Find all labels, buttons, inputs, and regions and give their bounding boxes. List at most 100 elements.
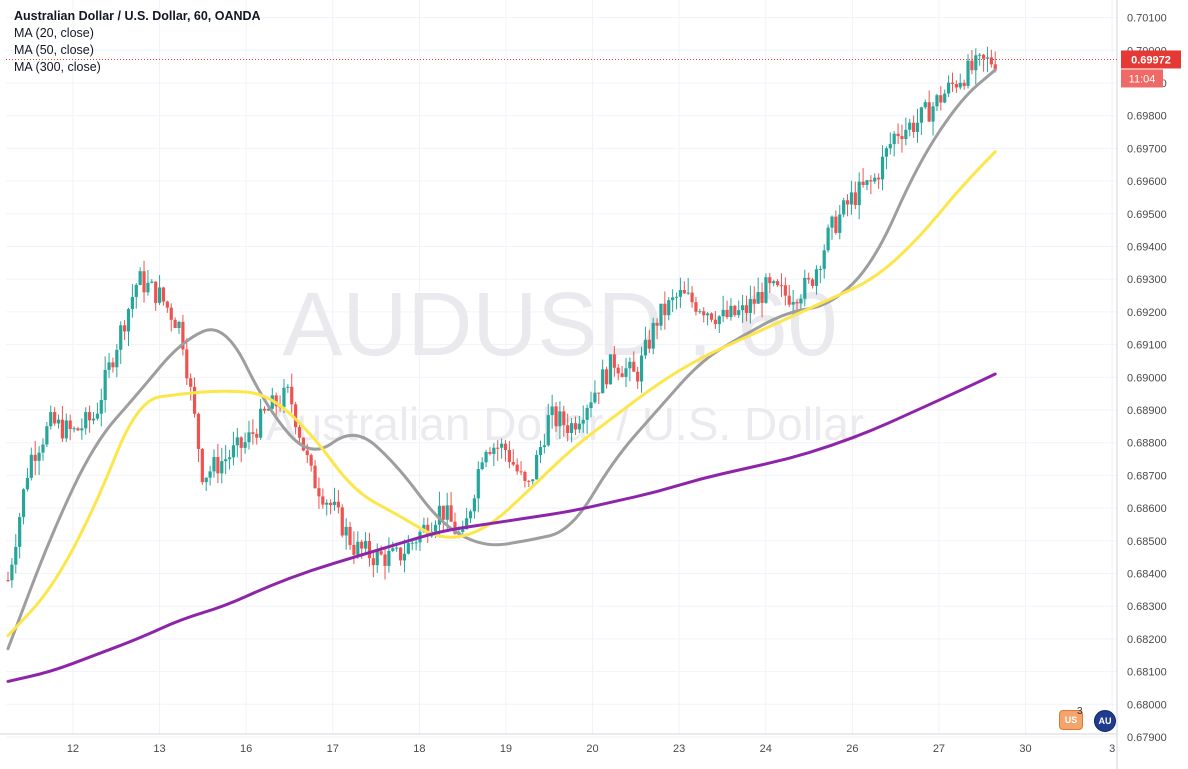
candle-body: [379, 551, 383, 555]
y-tick-label: 0.69400: [1127, 242, 1167, 254]
candle-body: [84, 412, 88, 429]
chart-watermark: AUDUSD , 60 Australian Dollar / U.S. Dol…: [266, 275, 864, 450]
candle-body: [286, 386, 290, 388]
candle-body: [978, 54, 982, 56]
candle-body: [845, 200, 850, 205]
x-tick-label: 19: [500, 743, 512, 755]
candle-body: [725, 309, 729, 318]
candle-body: [647, 339, 651, 349]
candle-body: [721, 309, 725, 317]
legend-ma50[interactable]: MA (50, close): [14, 43, 94, 57]
candle-body: [612, 354, 616, 368]
candle-body: [814, 269, 819, 286]
candle-body: [974, 55, 978, 71]
candle-body: [200, 448, 204, 483]
candle-body: [251, 432, 255, 434]
legend-ma20[interactable]: MA (20, close): [14, 26, 94, 40]
candle-body: [713, 319, 717, 325]
candle-body: [620, 373, 624, 377]
candle-body: [958, 82, 962, 88]
y-tick-label: 0.69300: [1127, 274, 1167, 286]
candle-body: [760, 292, 764, 303]
candle-body: [558, 411, 562, 427]
candle-body: [779, 285, 784, 287]
candle-body: [395, 547, 399, 549]
candle-body: [682, 289, 686, 294]
candle-body: [671, 297, 675, 301]
x-tick-label: 18: [413, 743, 425, 755]
x-tick-label: 3: [1109, 743, 1115, 755]
watermark-symbol: AUDUSD , 60: [282, 275, 837, 375]
candle-body: [853, 192, 857, 206]
candle-body: [138, 271, 142, 285]
candle-body: [146, 282, 150, 293]
candle-body: [103, 369, 107, 400]
candle-body: [259, 408, 263, 438]
candle-body: [360, 541, 364, 549]
legend-ma300[interactable]: MA (300, close): [14, 60, 101, 74]
candle-body: [515, 464, 519, 472]
chart-legend: Australian Dollar / U.S. Dollar, 60, OAN…: [14, 8, 261, 76]
candle-body: [33, 454, 37, 461]
candle-body: [468, 511, 473, 519]
candle-body: [962, 82, 966, 86]
candle-body: [91, 418, 96, 421]
candle-body: [282, 387, 286, 408]
candle-body: [927, 102, 931, 122]
candle-body: [569, 423, 574, 433]
candle-body: [437, 505, 442, 525]
candle-body: [651, 322, 655, 349]
candle-body: [993, 64, 997, 70]
candle-body: [161, 287, 166, 302]
candle-body: [402, 553, 407, 561]
last-price-text: 0.69972: [1131, 54, 1171, 66]
candle-body: [196, 413, 201, 449]
y-tick-label: 0.68800: [1127, 438, 1167, 450]
candle-body: [398, 547, 403, 561]
candle-body: [173, 319, 177, 328]
candle-body: [842, 200, 846, 215]
candle-body: [884, 148, 889, 157]
candle-body: [76, 428, 80, 431]
candle-body: [694, 302, 698, 312]
candle-body: [255, 433, 259, 438]
candle-body: [923, 102, 927, 108]
candle-body: [663, 303, 667, 316]
countdown-badge: [1121, 69, 1163, 88]
candle-body: [861, 181, 865, 186]
candle-body: [503, 443, 508, 450]
candle-body: [107, 362, 111, 370]
candle-body: [818, 268, 822, 270]
y-tick-label: 0.68000: [1127, 699, 1167, 711]
candle-body: [414, 542, 418, 544]
candle-body: [476, 469, 480, 499]
candle-body: [643, 339, 648, 356]
candle-body: [740, 305, 745, 311]
y-tick-label: 0.67900: [1127, 732, 1167, 744]
candle-body: [142, 271, 146, 293]
candle-body: [873, 177, 877, 182]
candle-body: [748, 299, 752, 313]
y-tick-label: 0.68300: [1127, 601, 1167, 613]
candle-body: [227, 457, 232, 460]
candle-body: [542, 445, 546, 448]
candle-body: [783, 285, 787, 296]
candle-body: [220, 461, 224, 474]
candle-body: [37, 452, 41, 461]
candle-body: [511, 461, 515, 465]
candle-body: [208, 471, 212, 478]
legend-title: Australian Dollar / U.S. Dollar, 60, OAN…: [14, 9, 261, 23]
au-flag-icon[interactable]: AU: [1094, 710, 1116, 732]
candle-body: [60, 419, 65, 439]
candle-body: [130, 296, 134, 310]
x-tick-label: 30: [1019, 743, 1031, 755]
candle-body: [126, 309, 131, 332]
candle-body: [189, 378, 193, 387]
us-flag-icon[interactable]: US: [1059, 710, 1083, 730]
candle-body: [989, 57, 993, 65]
candle-body: [678, 289, 683, 297]
candle-body: [581, 419, 585, 424]
candle-body: [822, 250, 826, 269]
